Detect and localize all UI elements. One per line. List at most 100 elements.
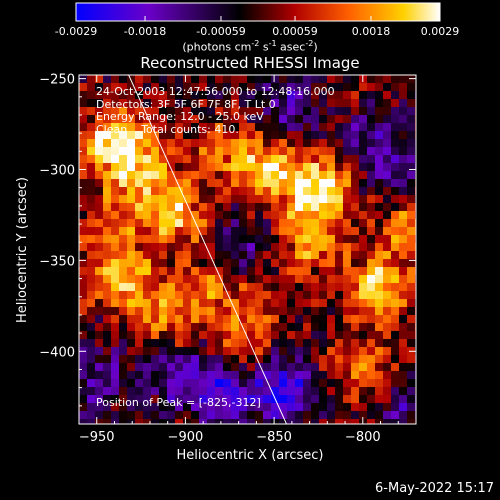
heatmap-cell bbox=[311, 251, 320, 260]
heatmap-cell bbox=[95, 195, 104, 204]
heatmap-cell bbox=[343, 179, 352, 188]
heatmap-cell bbox=[223, 155, 232, 164]
heatmap-cell bbox=[167, 75, 176, 84]
heatmap-cell bbox=[111, 203, 120, 212]
heatmap-cell bbox=[327, 163, 336, 172]
heatmap-cell bbox=[231, 299, 240, 308]
heatmap-cell bbox=[207, 195, 216, 204]
heatmap-cell bbox=[151, 419, 160, 424]
heatmap-cell bbox=[351, 187, 360, 196]
heatmap-cell bbox=[407, 379, 416, 388]
heatmap-cell bbox=[111, 283, 120, 292]
heatmap-cell bbox=[407, 323, 416, 332]
heatmap-cell bbox=[183, 235, 192, 244]
heatmap-cell bbox=[111, 235, 120, 244]
heatmap-cell bbox=[279, 379, 288, 388]
heatmap-cell bbox=[215, 155, 224, 164]
heatmap-cell bbox=[351, 403, 360, 412]
heatmap-cell bbox=[223, 259, 232, 268]
heatmap-cell bbox=[311, 131, 320, 140]
heatmap-cell bbox=[167, 419, 176, 424]
heatmap-cell bbox=[231, 99, 240, 108]
heatmap-cell bbox=[279, 291, 288, 300]
heatmap-cell bbox=[319, 331, 328, 340]
heatmap-cell bbox=[295, 211, 304, 220]
heatmap-cell bbox=[279, 147, 288, 156]
heatmap-cell bbox=[207, 339, 216, 348]
heatmap-cell bbox=[239, 267, 248, 276]
heatmap-cell bbox=[135, 331, 144, 340]
heatmap-cell bbox=[255, 243, 264, 252]
heatmap-cell bbox=[95, 91, 104, 100]
heatmap-cell bbox=[343, 355, 352, 364]
heatmap-cell bbox=[327, 179, 336, 188]
heatmap-cell bbox=[407, 211, 416, 220]
heatmap-cell bbox=[247, 139, 256, 148]
heatmap-cell bbox=[135, 243, 144, 252]
heatmap-cell bbox=[295, 251, 304, 260]
heatmap-cell bbox=[311, 163, 320, 172]
heatmap-cell bbox=[143, 219, 152, 228]
heatmap-cell bbox=[215, 227, 224, 236]
heatmap-cell bbox=[199, 107, 208, 116]
heatmap-cell bbox=[111, 155, 120, 164]
heatmap-cell bbox=[231, 211, 240, 220]
heatmap-cell bbox=[319, 299, 328, 308]
heatmap-cell bbox=[159, 387, 168, 396]
heatmap-cell bbox=[319, 187, 328, 196]
heatmap-cell bbox=[119, 147, 128, 156]
heatmap-cell bbox=[231, 339, 240, 348]
heatmap-cell bbox=[383, 163, 392, 172]
heatmap-cell bbox=[255, 187, 264, 196]
heatmap-cell bbox=[399, 363, 408, 372]
heatmap-cell bbox=[287, 155, 296, 164]
heatmap-cell bbox=[215, 91, 224, 100]
heatmap-cell bbox=[383, 299, 392, 308]
heatmap-cell bbox=[111, 387, 120, 396]
heatmap-cell bbox=[111, 371, 120, 380]
heatmap-cell bbox=[119, 115, 128, 124]
heatmap-cell bbox=[263, 339, 272, 348]
heatmap-cell bbox=[135, 403, 144, 412]
heatmap-cell bbox=[399, 419, 408, 424]
heatmap-cell bbox=[79, 323, 88, 332]
heatmap-cell bbox=[327, 411, 336, 420]
heatmap-cell bbox=[207, 283, 216, 292]
heatmap-cell bbox=[135, 115, 144, 124]
heatmap-cell bbox=[407, 83, 416, 92]
heatmap-cell bbox=[359, 219, 368, 228]
heatmap-cell bbox=[263, 331, 272, 340]
heatmap-cell bbox=[303, 235, 312, 244]
heatmap-cell bbox=[271, 219, 280, 228]
heatmap-cell bbox=[247, 123, 256, 132]
heatmap-cell bbox=[335, 179, 344, 188]
heatmap-cell bbox=[87, 91, 96, 100]
heatmap-cell bbox=[175, 371, 184, 380]
heatmap-cell bbox=[79, 395, 88, 404]
heatmap-cell bbox=[175, 123, 184, 132]
heatmap-cell bbox=[399, 91, 408, 100]
heatmap-cell bbox=[231, 131, 240, 140]
heatmap-cell bbox=[199, 355, 208, 364]
heatmap-cell bbox=[111, 259, 120, 268]
heatmap-cell bbox=[119, 91, 128, 100]
heatmap-cell bbox=[407, 371, 416, 380]
y-tick-label: −350 bbox=[39, 254, 75, 269]
heatmap-cell bbox=[303, 115, 312, 124]
heatmap-cell bbox=[223, 139, 232, 148]
heatmap-cell bbox=[127, 163, 136, 172]
heatmap-cell bbox=[175, 147, 184, 156]
heatmap-cell bbox=[127, 331, 136, 340]
heatmap-cell bbox=[407, 91, 416, 100]
heatmap-cell bbox=[311, 235, 320, 244]
heatmap-cell bbox=[215, 235, 224, 244]
heatmap-cell bbox=[143, 107, 152, 116]
heatmap-cell bbox=[87, 83, 96, 92]
heatmap-cell bbox=[255, 275, 264, 284]
heatmap-cell bbox=[199, 75, 208, 84]
heatmap-cell bbox=[183, 283, 192, 292]
heatmap-cell bbox=[207, 211, 216, 220]
heatmap-cell bbox=[407, 123, 416, 132]
heatmap-cell bbox=[103, 339, 112, 348]
